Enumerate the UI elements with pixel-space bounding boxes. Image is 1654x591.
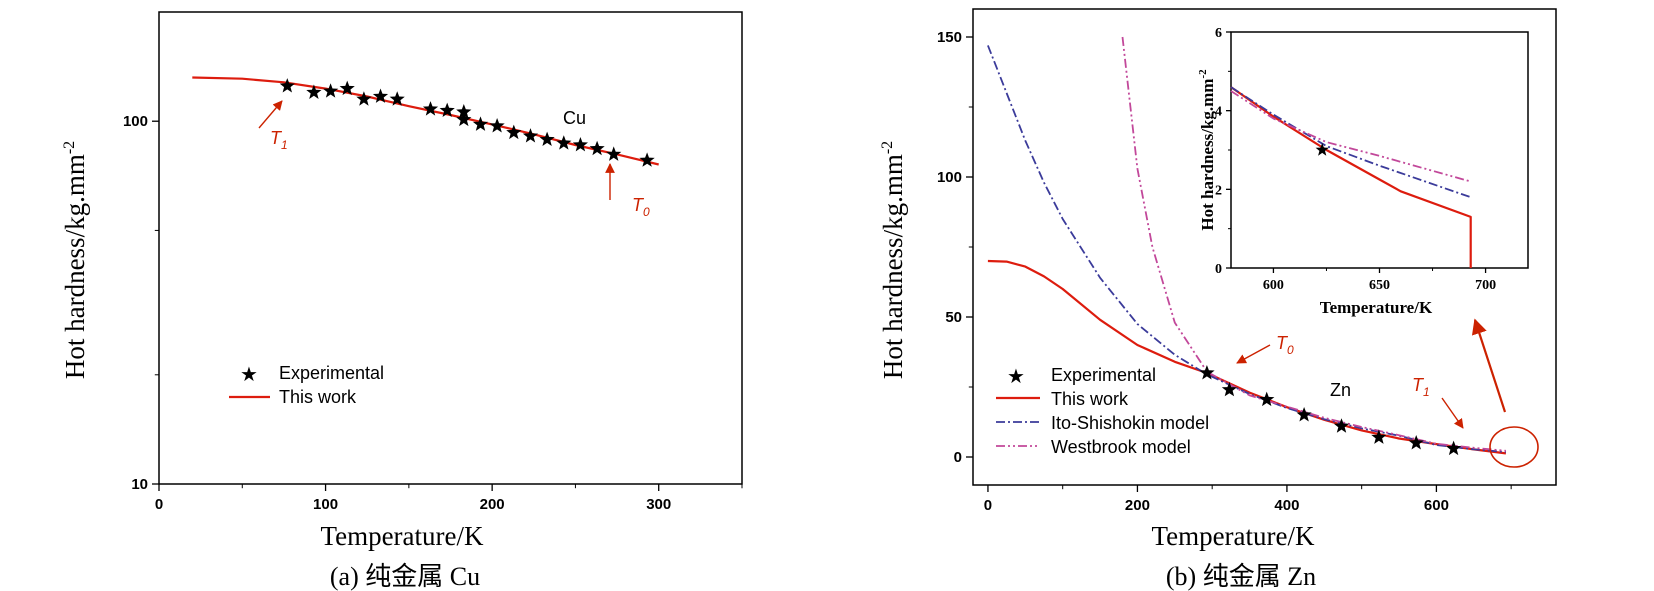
inset-series-layer	[1230, 86, 1472, 268]
x-tick-label: 650	[1369, 278, 1390, 293]
y-axis-title: Hot hardness/kg.mm-2	[60, 141, 90, 379]
legend-label-experimental: Experimental	[279, 363, 384, 383]
annotation-t1: T1	[258, 100, 288, 152]
data-point-experimental	[372, 88, 389, 103]
legend-label-experimental: Experimental	[1051, 365, 1156, 385]
y-tick-label: 150	[937, 29, 962, 46]
data-point-experimental	[1371, 429, 1387, 444]
data-point-experimental	[589, 140, 605, 156]
y-tick-label: 2	[1215, 183, 1222, 198]
x-tick-label: 600	[1424, 497, 1449, 514]
caption: (b) 纯金属 Zn	[1166, 562, 1316, 591]
x-axis-title: Temperature/K	[1151, 521, 1315, 551]
axis-ticks: 0 200 400 600 0 50 100 150	[937, 29, 1512, 514]
legend-marker-experimental: ★	[240, 362, 258, 386]
y-tick-label: 6	[1215, 26, 1222, 41]
data-point-experimental	[1221, 381, 1237, 397]
data-point-experimental	[456, 111, 472, 127]
data-point-experimental	[422, 101, 439, 116]
data-point-experimental	[306, 84, 322, 99]
y-tick-label: 10	[131, 476, 148, 493]
data-point-experimental	[323, 83, 339, 98]
inset-y-axis-title: Hot hardness/kg.mm-2	[1197, 69, 1217, 231]
legend: ★ Experimental This work	[229, 362, 384, 407]
x-tick-label: 300	[646, 496, 671, 513]
series-layer	[192, 76, 659, 167]
series-line-ito-shishokin-model	[1230, 86, 1471, 199]
svg-text:T0: T0	[1276, 333, 1294, 357]
y-tick-label: 50	[945, 309, 962, 326]
x-tick-label: 0	[155, 496, 163, 513]
series-line-this-work	[192, 76, 659, 166]
data-point-experimental	[279, 78, 295, 93]
legend-marker-experimental: ★	[1007, 364, 1025, 388]
data-point-experimental	[1296, 407, 1312, 422]
data-point-experimental	[339, 80, 355, 96]
axis-ticks: 0 100 200 300 10 100	[123, 113, 743, 513]
data-point-experimental	[1333, 418, 1350, 433]
data-point-experimental	[472, 116, 489, 131]
zn-hardness-chart: 0 200 400 600 0 50 100 150 Zn T0 T1 ★ Experimen…	[878, 8, 1557, 591]
data-point-experimental	[439, 102, 455, 117]
data-point-experimental	[1259, 391, 1275, 407]
data-point-experimental	[389, 91, 405, 106]
legend-label-ito: Ito-Shishokin model	[1051, 413, 1209, 433]
y-tick-label: 0	[1215, 262, 1222, 277]
legend-label-westbrook: Westbrook model	[1051, 437, 1191, 457]
annotation-t1: T1	[1412, 375, 1464, 429]
x-tick-label: 700	[1475, 278, 1496, 293]
annotation-t0: T0	[605, 163, 650, 219]
material-label: Cu	[563, 108, 586, 128]
x-tick-label: 200	[480, 496, 505, 513]
data-point-experimental	[1408, 435, 1424, 450]
x-tick-label: 400	[1274, 497, 1299, 514]
data-point-experimental	[572, 137, 588, 152]
plot-frame	[158, 11, 743, 485]
inset-frame	[1230, 31, 1529, 269]
y-tick-label: 0	[954, 449, 962, 466]
series-line-this-work	[1230, 86, 1472, 268]
series-line-westbrook-model	[1230, 90, 1471, 183]
data-point-experimental	[506, 124, 522, 140]
cu-hardness-chart: 0 100 200 300 10 100 Cu T1 T0 ★ Experimental …	[60, 11, 743, 591]
data-point-experimental	[539, 131, 555, 146]
y-tick-label: 4	[1215, 105, 1222, 120]
svg-text:T0: T0	[632, 195, 650, 219]
legend-label-this-work: This work	[1051, 389, 1129, 409]
svg-text:T1: T1	[270, 128, 288, 152]
data-point-experimental	[522, 128, 539, 143]
data-point-experimental	[639, 152, 655, 167]
y-tick-label: 100	[937, 169, 962, 186]
data-point-experimental	[489, 118, 505, 133]
svg-text:T1: T1	[1412, 375, 1430, 399]
y-tick-label: 100	[123, 113, 148, 130]
data-point-experimental	[456, 104, 472, 119]
inset-chart: 600 650 700 0 2 4 6 Temperature/K Hot hardness…	[1197, 26, 1529, 317]
material-label: Zn	[1330, 380, 1351, 400]
legend: ★ Experimental This work Ito-Shishokin m…	[996, 364, 1209, 457]
inset-x-axis-title: Temperature/K	[1320, 298, 1433, 317]
annotation-t0: T0	[1236, 333, 1294, 364]
data-point-experimental	[606, 146, 622, 161]
x-axis-title: Temperature/K	[320, 521, 484, 551]
data-point-experimental	[1199, 365, 1215, 380]
inset-axis-ticks: 600 650 700 0 2 4 6	[1215, 26, 1496, 293]
series-layer	[987, 36, 1507, 456]
data-point-experimental	[356, 91, 372, 106]
zoom-arrow	[1471, 318, 1507, 413]
data-point-experimental	[1446, 440, 1462, 456]
legend-label-this-work: This work	[279, 387, 357, 407]
x-tick-label: 600	[1263, 278, 1284, 293]
y-axis-title: Hot hardness/kg.mm-2	[878, 141, 908, 379]
data-point-experimental	[1315, 143, 1329, 156]
x-tick-label: 200	[1125, 497, 1150, 514]
highlight-circle	[1489, 426, 1539, 468]
x-tick-label: 100	[313, 496, 338, 513]
data-point-experimental	[556, 135, 572, 150]
x-tick-label: 0	[984, 497, 992, 514]
caption: (a) 纯金属 Cu	[330, 562, 480, 591]
